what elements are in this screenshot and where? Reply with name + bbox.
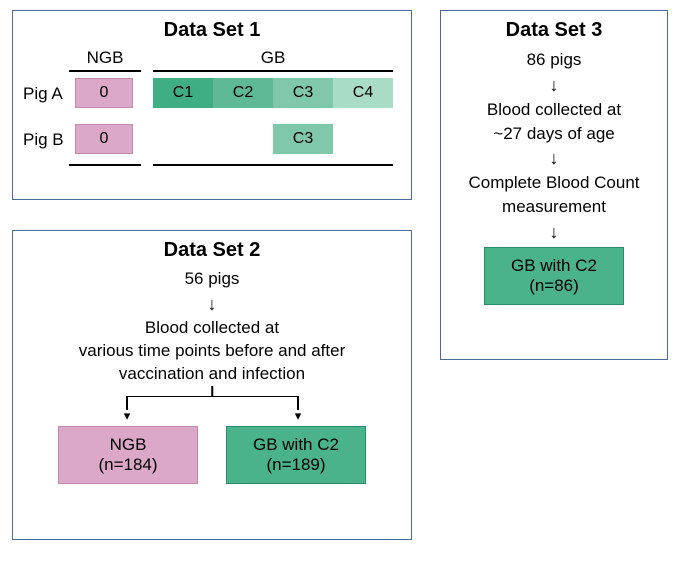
ngb-box-l1: NGB [110,435,147,455]
cell-ngb-b: 0 [75,124,133,154]
arrow-down-icon: ↓ [441,76,667,94]
hline [69,70,141,72]
gb-box-l1: GB with C2 [253,435,339,455]
cell-c4: C4 [333,78,393,108]
ds2-boxrow: NGB (n=184) GB with C2 (n=189) [13,426,411,484]
col-ngb: NGB [75,48,135,68]
ds3-line3a: Complete Blood Count [441,171,667,195]
ds3-line1: 86 pigs [441,48,667,72]
row-pig-a: Pig A [23,84,63,104]
ngb-box-l2: (n=184) [98,455,157,475]
ds3-box-l2: (n=86) [529,276,579,296]
cell-c1: C1 [153,78,213,108]
hline [153,164,393,166]
dataset1-title: Data Set 1 [13,19,411,42]
hline [153,70,393,72]
arrow-down-icon: ↓ [441,223,667,241]
dataset1-panel: Data Set 1 NGB GB Pig A 0 C1 C2 C3 C4 Pi… [12,10,412,200]
arrow-down-icon: ↓ [441,149,667,167]
ds3-line2a: Blood collected at [441,98,667,122]
cell-c3: C3 [273,78,333,108]
dataset2-title: Data Set 2 [13,239,411,262]
ds2-line2b: various time points before and after [13,340,411,363]
cell-c2: C2 [213,78,273,108]
arrow-down-icon: ↓ [13,295,411,313]
ds2-line2c: vaccination and infection [13,363,411,386]
ds3-line3b: measurement [441,195,667,219]
dataset3-panel: Data Set 3 86 pigs ↓ Blood collected at … [440,10,668,360]
row-pig-b: Pig B [23,130,64,150]
ds3-box-l1: GB with C2 [511,256,597,276]
dataset2-flow: 56 pigs ↓ Blood collected at various tim… [13,268,411,484]
cell-b-c3: C3 [273,124,333,154]
cell-ngb-a: 0 [75,78,133,108]
dataset2-panel: Data Set 2 56 pigs ↓ Blood collected at … [12,230,412,540]
ngb-box: NGB (n=184) [58,426,198,484]
ds3-line2b: ~27 days of age [441,122,667,146]
col-gb: GB [153,48,393,68]
ds2-line2a: Blood collected at [13,317,411,340]
ds2-line1: 56 pigs [13,268,411,291]
gb-c2-box-ds3: GB with C2 (n=86) [484,247,624,305]
dataset3-title: Data Set 3 [441,19,667,42]
gb-c2-box: GB with C2 (n=189) [226,426,366,484]
hline [69,164,141,166]
dataset3-flow: 86 pigs ↓ Blood collected at ~27 days of… [441,48,667,305]
gb-box-l2: (n=189) [266,455,325,475]
branch-splitter: ▾ ▾ [52,386,372,420]
